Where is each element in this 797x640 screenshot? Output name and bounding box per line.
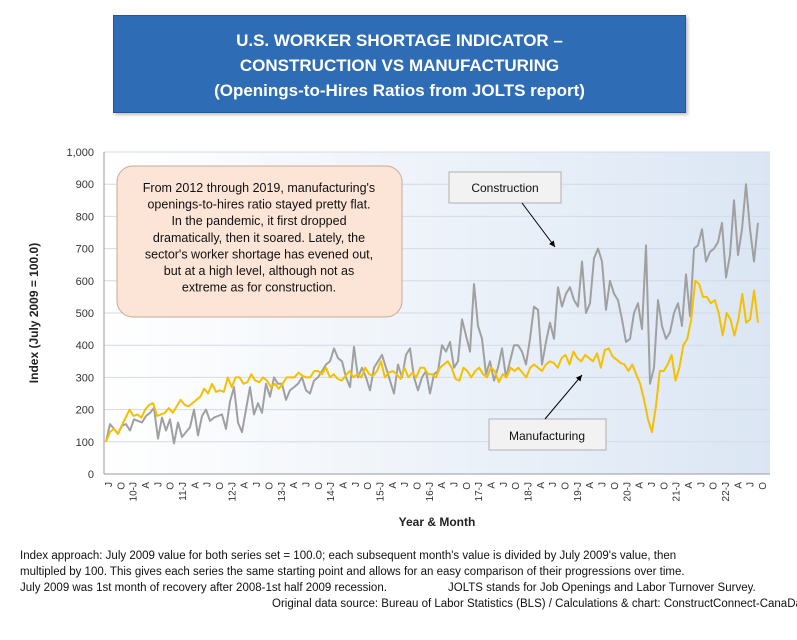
x-tick-label: O: [709, 482, 720, 490]
x-tick-label: J: [301, 482, 312, 487]
x-tick-label: A: [190, 482, 201, 489]
y-tick-label: 700: [76, 244, 94, 256]
x-tick-label: J: [647, 482, 658, 487]
x-tick-label: 16-J: [425, 482, 436, 501]
manufacturing-series-line: [105, 279, 759, 443]
x-tick-label: J: [153, 482, 164, 487]
x-tick-label: 21-J: [672, 482, 683, 501]
x-tick-label: J: [104, 482, 115, 487]
y-tick-label: 200: [76, 405, 94, 417]
annotation-line: extreme as for construction.: [182, 281, 336, 295]
x-tick-label: O: [659, 482, 670, 490]
x-tick-label: O: [758, 482, 769, 490]
manufacturing-label: Manufacturing: [509, 429, 585, 443]
x-tick-label: 18-J: [524, 482, 535, 501]
x-tick-label: 22-J: [721, 482, 732, 501]
x-tick-label: 15-J: [375, 482, 386, 501]
x-tick-label: 17-J: [474, 482, 485, 501]
x-tick-label: J: [499, 482, 510, 487]
construction-series-line: [105, 183, 759, 445]
annotation-line: but at a high level, although not as: [164, 264, 354, 278]
construction-label-box: [448, 171, 562, 204]
footnote-line-1: Index approach: July 2009 value for both…: [20, 550, 677, 562]
series-lines: [105, 183, 759, 445]
y-tick-label: 1,000: [66, 147, 94, 159]
annotation-line: sector's worker shortage has evened out,: [145, 247, 373, 261]
x-tick-label: A: [240, 482, 251, 489]
annotation-text: From 2012 through 2019, manufacturing's o…: [143, 181, 375, 295]
x-tick-label: 20-J: [622, 482, 633, 501]
x-tick-label: A: [733, 482, 744, 489]
x-tick-label: 13-J: [277, 482, 288, 501]
y-tick-label: 300: [76, 372, 94, 384]
y-tick-label: 100: [76, 437, 94, 449]
title-line-3: (Openings-to-Hires Ratios from JOLTS rep…: [214, 81, 585, 100]
x-tick-label: O: [264, 482, 275, 490]
x-tick-label: A: [487, 482, 498, 489]
x-tick-label: J: [203, 482, 214, 487]
construction-arrow: [521, 202, 556, 248]
x-tick-label: J: [696, 482, 707, 487]
title-line-2: CONSTRUCTION VS MANUFACTURING: [239, 56, 560, 75]
x-axis-label: Year & Month: [399, 515, 476, 529]
x-tick-label: J: [548, 482, 559, 487]
annotation-line: dramatically, then it soared. Lately, th…: [153, 231, 365, 245]
x-tick-label: O: [363, 482, 374, 490]
footnote-line-4: Original data source: Bureau of Labor St…: [272, 598, 797, 610]
chart-title: U.S. WORKER SHORTAGE INDICATOR – CONSTRU…: [113, 15, 686, 113]
annotation-line: openings-to-hires ratio stayed pretty fl…: [147, 198, 370, 212]
x-tick-label: O: [314, 482, 325, 490]
x-tick-label: O: [166, 482, 177, 490]
x-tick-label: A: [338, 482, 349, 489]
x-tick-label: 19-J: [573, 482, 584, 501]
title-line-1: U.S. WORKER SHORTAGE INDICATOR –: [236, 31, 563, 50]
x-tick-label: J: [252, 482, 263, 487]
x-tick-label: A: [289, 482, 300, 489]
footnote-line-2: multipled by 100. This gives each series…: [20, 566, 685, 578]
footnote-line-3b: JOLTS stands for Job Openings and Labor …: [448, 582, 756, 594]
x-tick-label: O: [116, 482, 127, 490]
manufacturing-label-box: [488, 418, 607, 451]
x-tick-label: J: [598, 482, 609, 487]
x-tick-label: J: [351, 482, 362, 487]
x-tick-label: J: [450, 482, 461, 487]
x-axis: J O 10-J A J O 11-J A J O 12-J A J O 13-J A J O 14-J A J O 15-…: [104, 482, 769, 502]
y-axis-label: Index (July 2009 = 100.0): [27, 243, 41, 383]
x-tick-label: O: [610, 482, 621, 490]
y-tick-label: 900: [76, 179, 94, 191]
x-tick-label: A: [388, 482, 399, 489]
annotation-callout: [116, 165, 403, 318]
annotation-line: In the pandemic, it first dropped: [171, 214, 346, 228]
x-tick-label: A: [536, 482, 547, 489]
x-tick-label: A: [437, 482, 448, 489]
manufacturing-arrow: [544, 374, 583, 420]
x-tick-label: J: [400, 482, 411, 487]
x-tick-label: O: [462, 482, 473, 490]
x-tick-label: O: [412, 482, 423, 490]
x-tick-label: O: [511, 482, 522, 490]
x-tick-label: A: [684, 482, 695, 489]
footnote-line-3a: July 2009 was 1st month of recovery afte…: [20, 582, 387, 594]
x-tick-label: O: [561, 482, 572, 490]
x-tick-label: A: [585, 482, 596, 489]
y-tick-label: 500: [76, 308, 94, 320]
x-tick-label: 11-J: [178, 482, 189, 501]
y-tick-label: 0: [88, 469, 94, 481]
x-tick-label: O: [215, 482, 226, 490]
annotation-line: From 2012 through 2019, manufacturing's: [143, 181, 375, 195]
x-tick-label: 12-J: [227, 482, 238, 501]
y-tick-label: 400: [76, 340, 94, 352]
x-tick-label: A: [141, 482, 152, 489]
y-axis: 0 100 200 300 400 500 600 700 800 900 1,000: [66, 147, 105, 481]
x-tick-label: 10-J: [129, 482, 140, 501]
y-tick-label: 800: [76, 211, 94, 223]
x-tick-label: 14-J: [326, 482, 337, 501]
x-tick-label: J: [746, 482, 757, 487]
x-tick-label: A: [635, 482, 646, 489]
construction-label: Construction: [471, 181, 538, 195]
y-tick-label: 600: [76, 276, 94, 288]
